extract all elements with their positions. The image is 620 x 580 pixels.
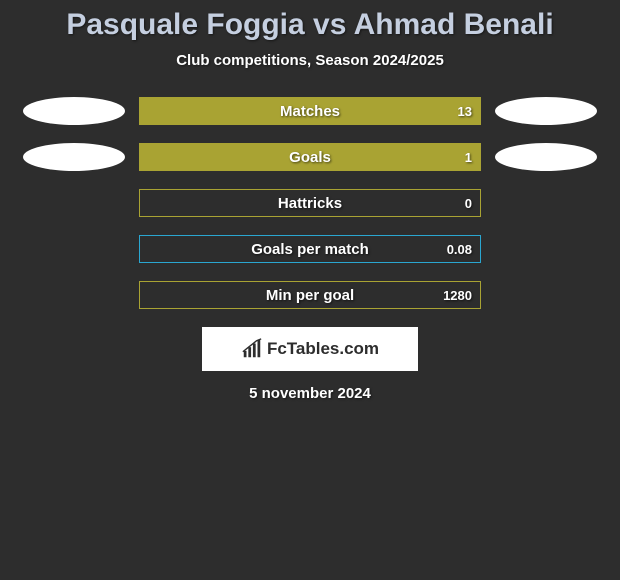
stat-label: Goals [140,144,480,170]
stat-row: Min per goal 1280 [0,281,620,309]
stat-bar: Min per goal 1280 [139,281,481,309]
stat-label: Matches [140,98,480,124]
stat-bar: Hattricks 0 [139,189,481,217]
left-indicator-ellipse [23,143,125,171]
stat-value-right: 0 [465,190,472,216]
stat-row: Goals 1 [0,143,620,171]
left-indicator-ellipse [23,97,125,125]
logo: FcTables.com [241,338,379,360]
logo-box: FcTables.com [202,327,418,371]
stat-label: Hattricks [140,190,480,216]
stat-row: Matches 13 [0,97,620,125]
chart-icon [241,338,263,360]
logo-text: FcTables.com [267,339,379,359]
stat-label: Min per goal [140,282,480,308]
right-indicator-ellipse [495,97,597,125]
stat-bar: Goals per match 0.08 [139,235,481,263]
stat-row: Hattricks 0 [0,189,620,217]
stat-bar: Matches 13 [139,97,481,125]
subtitle: Club competitions, Season 2024/2025 [0,52,620,69]
stat-value-right: 1 [465,144,472,170]
stat-value-right: 0.08 [447,236,472,262]
stat-label: Goals per match [140,236,480,262]
page-title: Pasquale Foggia vs Ahmad Benali [0,0,620,42]
stat-value-right: 13 [458,98,472,124]
right-indicator-ellipse [495,143,597,171]
comparison-rows: Matches 13 Goals 1 Hattricks 0 Goals per… [0,97,620,309]
stat-bar: Goals 1 [139,143,481,171]
stat-row: Goals per match 0.08 [0,235,620,263]
stat-value-right: 1280 [443,282,472,308]
date-text: 5 november 2024 [0,385,620,402]
